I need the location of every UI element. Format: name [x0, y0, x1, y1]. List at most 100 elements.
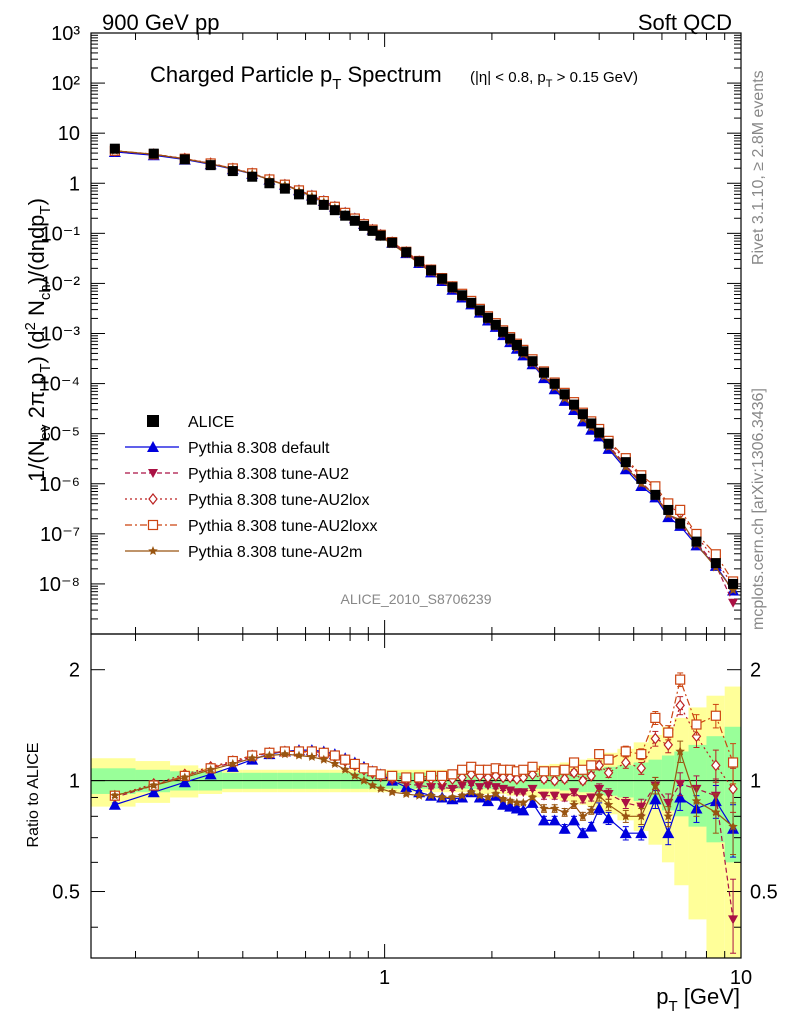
data-point	[437, 273, 448, 284]
title-main: Charged Particle pT Spectrum	[150, 62, 442, 93]
x-tick-label: 1	[379, 967, 390, 989]
data-point	[650, 489, 661, 500]
data-point	[527, 784, 538, 794]
data-point	[340, 210, 351, 221]
data-point	[568, 757, 580, 768]
data-point	[149, 780, 159, 790]
x-axis-label: pT [GeV]	[656, 984, 740, 1015]
data-point	[375, 769, 386, 780]
data-point	[447, 792, 458, 802]
data-point	[483, 771, 493, 784]
data-point	[558, 822, 571, 834]
data-point	[636, 802, 647, 812]
data-point	[447, 769, 458, 780]
data-point	[527, 356, 538, 367]
data-point	[594, 749, 605, 760]
data-point	[375, 783, 386, 793]
data-point	[437, 792, 447, 802]
data-point	[359, 775, 369, 785]
data-point	[457, 790, 467, 800]
data-point	[568, 814, 581, 826]
data-point	[426, 790, 436, 800]
data-point	[319, 754, 329, 764]
data-point	[340, 754, 351, 765]
data-point	[466, 761, 477, 772]
data-point	[179, 154, 190, 165]
data-point	[148, 546, 158, 555]
data-point	[504, 800, 517, 812]
data-point	[663, 811, 673, 821]
data-point	[447, 784, 458, 794]
y-tick-label: 10⁻²	[41, 273, 81, 295]
series-line-main	[114, 150, 734, 604]
data-point	[549, 803, 560, 813]
data-point	[578, 774, 588, 787]
data-point	[414, 781, 425, 791]
data-point	[663, 504, 674, 515]
data-point	[228, 758, 238, 768]
legend-item: Pythia 8.308 tune-AU2	[125, 466, 349, 483]
data-point	[636, 473, 647, 484]
data-point	[518, 764, 529, 775]
axes: 1 1010⁻⁸10⁻⁷10⁻⁶10⁻⁵10⁻⁴10⁻³10⁻²10⁻¹11010…	[39, 23, 778, 989]
data-point	[636, 811, 646, 821]
legend-label: Pythia 8.308 tune-AU2loxx	[188, 518, 377, 535]
data-point	[594, 790, 604, 800]
data-point	[498, 326, 509, 337]
data-point	[559, 807, 570, 817]
data-point	[148, 469, 158, 478]
data-point	[603, 789, 614, 799]
title-cuts: (|η| < 0.8, pT > 0.15 GeV)	[470, 69, 638, 90]
data-point	[593, 802, 606, 814]
data-point	[559, 793, 570, 803]
series-layer	[108, 143, 740, 954]
data-point	[594, 784, 605, 794]
data-point	[586, 769, 597, 782]
data-point	[711, 807, 721, 817]
data-point	[538, 766, 550, 777]
data-point	[247, 171, 258, 182]
data-point	[437, 770, 448, 781]
data-point	[578, 811, 588, 821]
data-point	[538, 367, 549, 378]
data-point	[635, 827, 648, 839]
data-point	[491, 789, 501, 798]
data-point	[549, 774, 560, 787]
data-point	[178, 776, 191, 788]
data-point	[650, 780, 661, 790]
y-tick-label: 1	[69, 173, 80, 195]
data-point	[586, 793, 597, 803]
data-point	[691, 719, 702, 730]
data-point	[602, 812, 615, 824]
data-point	[466, 779, 477, 789]
data-point	[358, 220, 369, 231]
data-point	[457, 764, 468, 775]
data-point	[147, 786, 160, 798]
data-point	[147, 519, 159, 531]
data-point	[329, 205, 340, 216]
data-point	[414, 256, 425, 267]
data-point	[511, 788, 522, 798]
data-point	[466, 787, 476, 797]
legend-label: Pythia 8.308 tune-AU2m	[188, 544, 362, 561]
data-point	[603, 754, 614, 765]
data-point	[426, 783, 437, 793]
data-point	[293, 189, 304, 200]
data-point	[358, 763, 370, 774]
data-point	[577, 409, 588, 420]
data-point	[675, 518, 686, 529]
data-point	[594, 427, 605, 438]
data-point	[526, 796, 539, 808]
data-point	[620, 798, 631, 808]
ratio-tick-label-left: 1	[69, 771, 80, 793]
data-point	[505, 796, 515, 806]
data-point	[264, 178, 275, 189]
ratio-tick-label-left: 0.5	[52, 882, 80, 904]
data-point	[710, 710, 721, 721]
data-point	[457, 771, 467, 784]
data-point	[474, 783, 485, 793]
y-tick-label: 10⁻⁶	[39, 474, 80, 496]
x-tick-label: 10	[730, 967, 752, 989]
y-tick-label: 10⁻¹	[41, 223, 81, 245]
